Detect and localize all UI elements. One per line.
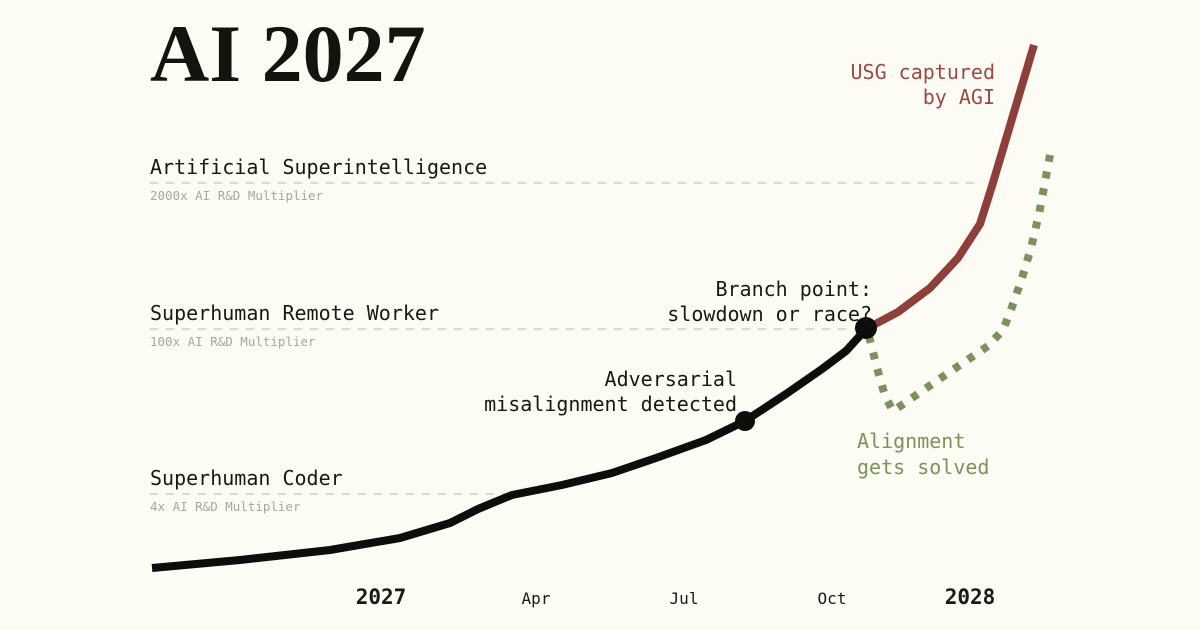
misalignment-annotation-line2: misalignment detected [484, 392, 737, 416]
misalignment-annotation-line1: Adversarial [604, 367, 737, 391]
milestone-sub-superhuman-coder: 4x AI R&D Multiplier [150, 499, 301, 514]
slowdown-outcome-annotation-line2: gets solved [857, 455, 990, 479]
branch-point-annotation-line2: slowdown or race? [667, 302, 872, 326]
misalignment-event-dot [735, 411, 755, 431]
race-branch-line [862, 43, 1038, 334]
milestone-label-superhuman-remote-worker: Superhuman Remote Worker [150, 301, 439, 325]
slowdown-outcome-annotation-line1: Alignment [857, 429, 966, 453]
x-tick-apr: Apr [521, 589, 551, 608]
branch-point-annotation-line1: Branch point: [715, 277, 872, 301]
slowdown-outcome-annotation: Alignment gets solved [857, 428, 989, 480]
milestone-sub-superhuman-remote-worker: 100x AI R&D Multiplier [150, 334, 316, 349]
race-outcome-annotation-line2: by AGI [922, 85, 995, 109]
branch-point-dot [855, 317, 877, 339]
misalignment-annotation: Adversarial misalignment detected [484, 367, 737, 417]
milestone-label-asi: Artificial Superintelligence [150, 155, 488, 179]
x-tick-2028: 2028 [944, 585, 996, 609]
branch-point-annotation: Branch point: slowdown or race? [667, 277, 872, 327]
race-outcome-annotation: USG captured by AGI [851, 60, 996, 110]
page-title: AI 2027 [150, 8, 426, 99]
x-tick-oct: Oct [817, 589, 847, 608]
race-outcome-annotation-line1: USG captured [850, 60, 996, 84]
slowdown-branch-line [865, 154, 1054, 415]
milestone-sub-asi: 2000x AI R&D Multiplier [150, 188, 324, 203]
x-tick-2027: 2027 [355, 585, 407, 609]
x-tick-jul: Jul [669, 589, 699, 608]
main-trajectory-line [151, 326, 869, 572]
milestone-label-superhuman-coder: Superhuman Coder [150, 466, 343, 490]
